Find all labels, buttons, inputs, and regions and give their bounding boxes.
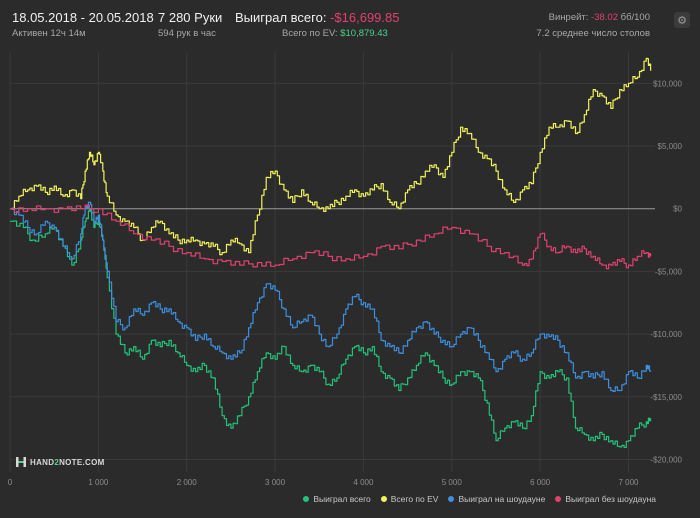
legend-item-showdown[interactable]: Выиграл на шоудауне — [448, 494, 545, 504]
gear-icon[interactable]: ⚙ — [674, 12, 690, 28]
date-range: 18.05.2018 - 20.05.2018 — [12, 10, 154, 25]
winrate-label: Винрейт: — [548, 12, 589, 23]
x-tick-label: 7 000 — [618, 478, 639, 487]
legend-label-ev: Всего по EV — [390, 494, 439, 504]
total-won: Выиграл всего: -$16,699.85 — [235, 10, 400, 25]
legend-dot-nonshowdown — [555, 496, 562, 502]
series-line-2 — [10, 201, 652, 392]
legend-item-nonshowdown[interactable]: Выиграл без шоудауна — [555, 494, 656, 504]
y-tick-label: -$5,000 — [655, 267, 683, 276]
ev-total-value: $10,879.43 — [340, 28, 388, 39]
ev-total-label: Всего по EV: — [282, 28, 338, 39]
x-tick-label: 5 000 — [442, 478, 463, 487]
ev-total: Всего по EV: $10,879.43 — [282, 28, 388, 39]
winrate-unit: бб/100 — [620, 12, 650, 23]
x-tick-label: 1 000 — [88, 478, 109, 487]
legend-label-won: Выиграл всего — [313, 494, 371, 504]
legend-item-won[interactable]: Выиграл всего — [303, 494, 371, 504]
y-tick-label: $0 — [673, 205, 682, 214]
profit-chart: 0 1 000 2 000 3 000 4 000 5 000 6 000 7 000 $10,… — [8, 52, 683, 487]
legend-label-nonshowdown: Выиграл без шоудауна — [565, 494, 656, 504]
x-tick-label: 4 000 — [353, 478, 374, 487]
x-tick-label: 6 000 — [530, 478, 551, 487]
hand2note-logo: HAND2NOTE.COM — [16, 457, 105, 467]
legend-dot-won — [303, 496, 310, 502]
legend-dot-showdown — [448, 496, 455, 502]
active-time: Активен 12ч 14м — [12, 28, 86, 39]
series-line-1 — [10, 57, 652, 256]
y-tick-label: -$10,000 — [650, 330, 682, 339]
avg-tables: 7.2 среднее число столов — [536, 28, 650, 39]
series-line-0 — [10, 208, 652, 448]
hands-per-hour: 594 рук в час — [158, 28, 216, 39]
series-line-3 — [10, 204, 652, 270]
total-won-value: -$16,699.85 — [330, 10, 400, 25]
logo-mark-icon — [16, 457, 26, 467]
legend-item-ev[interactable]: Всего по EV — [380, 494, 439, 504]
x-tick-label: 3 000 — [265, 478, 286, 487]
legend-dot-ev — [380, 496, 387, 502]
hands-count: 7 280 Руки — [158, 10, 223, 25]
legend-label-showdown: Выиграл на шоудауне — [458, 494, 546, 504]
y-tick-label: -$20,000 — [650, 455, 682, 464]
y-tick-label: -$15,000 — [650, 393, 682, 402]
stats-header: 18.05.2018 - 20.05.2018 Активен 12ч 14м … — [0, 0, 700, 44]
x-tick-label: 2 000 — [177, 478, 198, 487]
x-tick-label: 0 — [8, 478, 13, 487]
total-won-label: Выиграл всего: — [235, 10, 327, 25]
chart-legend: Выиграл всего Всего по EV Выиграл на шоу… — [303, 494, 656, 504]
winrate-value: -38.02 — [591, 12, 618, 23]
y-tick-label: $5,000 — [658, 142, 683, 151]
y-tick-label: $10,000 — [653, 79, 682, 88]
logo-text: HAND2NOTE.COM — [30, 457, 105, 467]
winrate: Винрейт: -38.02 бб/100 — [549, 12, 650, 23]
